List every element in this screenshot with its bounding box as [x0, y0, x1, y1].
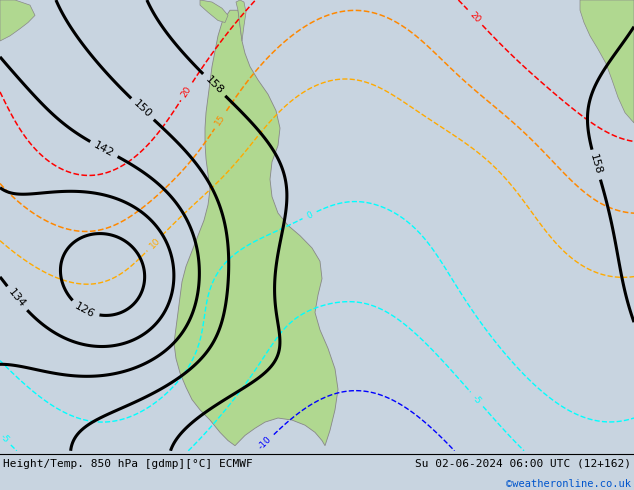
Text: 150: 150 — [131, 98, 153, 120]
Polygon shape — [200, 0, 228, 23]
Text: Su 02-06-2024 06:00 UTC (12+162): Su 02-06-2024 06:00 UTC (12+162) — [415, 459, 631, 468]
Text: 158: 158 — [588, 153, 604, 176]
Polygon shape — [174, 10, 338, 446]
Polygon shape — [236, 0, 246, 41]
Text: 0: 0 — [305, 210, 314, 220]
Text: Height/Temp. 850 hPa [gdmp][°C] ECMWF: Height/Temp. 850 hPa [gdmp][°C] ECMWF — [3, 459, 253, 468]
Text: -10: -10 — [257, 435, 273, 452]
Text: 134: 134 — [6, 287, 27, 310]
Text: ©weatheronline.co.uk: ©weatheronline.co.uk — [506, 479, 631, 489]
Polygon shape — [580, 0, 634, 123]
Polygon shape — [0, 0, 35, 41]
Text: 158: 158 — [203, 74, 225, 96]
Text: 20: 20 — [179, 84, 193, 98]
Text: -5: -5 — [0, 432, 11, 444]
Text: 20: 20 — [468, 10, 482, 24]
Text: 10: 10 — [148, 236, 162, 250]
Text: 126: 126 — [73, 300, 96, 319]
Text: -5: -5 — [470, 393, 483, 406]
Text: 142: 142 — [92, 140, 115, 159]
Text: 15: 15 — [214, 113, 228, 127]
